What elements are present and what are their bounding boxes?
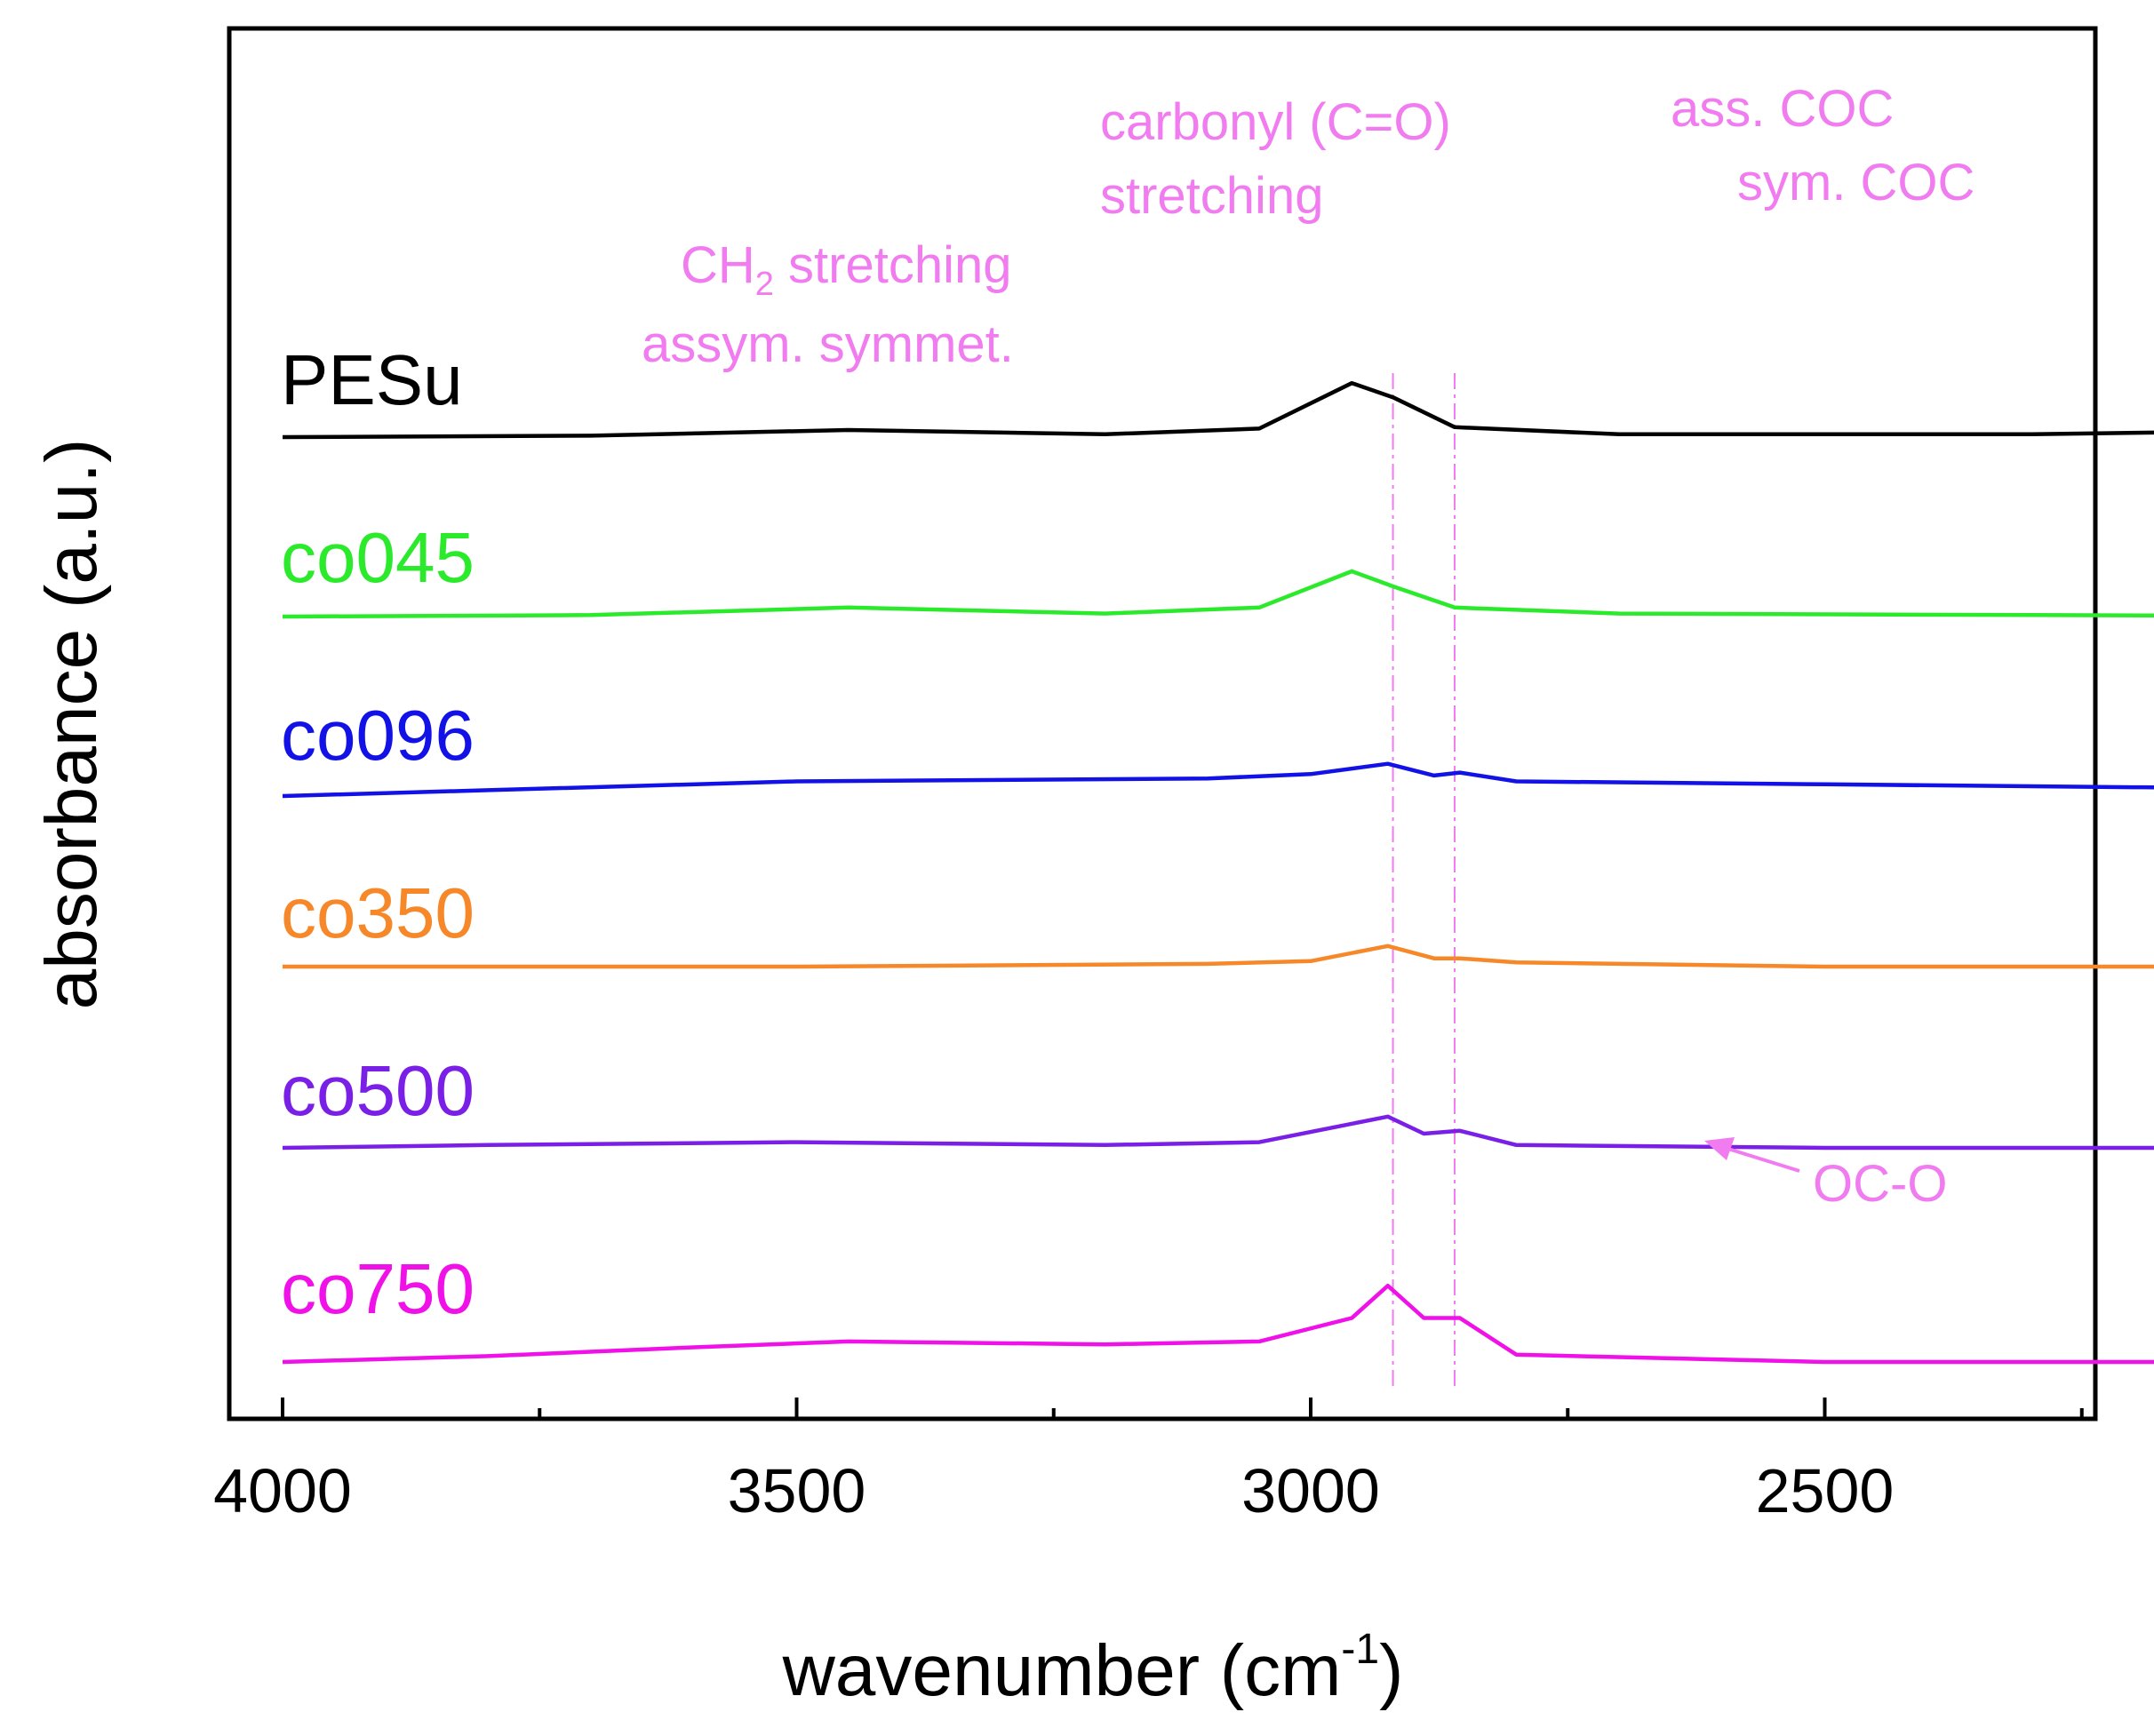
series-line-co096: [282, 761, 2154, 799]
oc-o-arrow: [1704, 1137, 1800, 1173]
x-axis-title-main: wavenumber (cm: [782, 1630, 1342, 1711]
x-axis-tick-labels: 4000350030002500200015001000500: [213, 1456, 1895, 1525]
series-label-co500: co500: [281, 1051, 475, 1130]
annotation-ass-coc: ass. COC: [1671, 80, 1894, 138]
series-group: [282, 380, 2154, 1365]
annotation-carbonyl: carbonyl (C=O): [1100, 93, 1451, 151]
x-tick-label: 4000: [213, 1456, 352, 1525]
series-line-co500: [282, 1114, 2154, 1151]
x-axis-title: wavenumber (cm-1): [782, 1626, 1404, 1711]
x-axis-title-sup: -1: [1341, 1626, 1379, 1673]
series-label-co045: co045: [281, 518, 475, 597]
x-tick-label: 2500: [1756, 1456, 1895, 1525]
annotation-ch2-subscript: 2: [755, 266, 774, 303]
series-label-pesu: PESu: [281, 340, 463, 419]
series-label-co350: co350: [281, 873, 475, 952]
x-axis-ticks: [281, 1398, 2084, 1419]
annotation-ch2-stretching: CH2 stretching: [681, 236, 1012, 303]
x-axis-title-end: ): [1379, 1630, 1403, 1711]
y-axis-title: absorbance (a.u.): [31, 439, 112, 1010]
annotation-ch2: CH: [681, 236, 755, 294]
series-line-pesu: [282, 380, 2154, 440]
annotation-sym-coc: sym. COC: [1737, 154, 1974, 211]
series-line-co750: [282, 1283, 2154, 1365]
reference-lines: [1392, 373, 1456, 1390]
plot-frame: [227, 26, 2098, 1421]
x-tick-label: 3000: [1241, 1456, 1380, 1525]
annotation-stretching: stretching: [774, 236, 1012, 294]
series-label-co096: co096: [281, 696, 475, 775]
annotation-oc-o: OC-O: [1813, 1155, 1947, 1213]
series-line-co045: [282, 569, 2154, 619]
series-line-co350: [283, 944, 2154, 969]
x-tick-label: 3500: [728, 1456, 866, 1525]
series-label-co750: co750: [281, 1249, 475, 1328]
annotation-assym-symmet: assym. symmet.: [642, 315, 1014, 373]
annotation-carbonyl-stretching: stretching: [1100, 167, 1323, 225]
